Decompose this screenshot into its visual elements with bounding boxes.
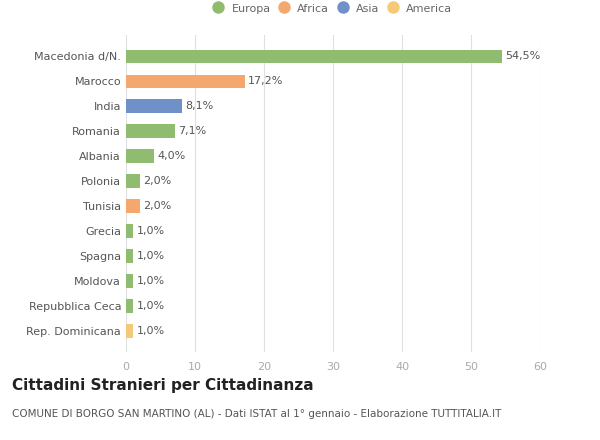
Bar: [126, 274, 133, 288]
Bar: [126, 50, 502, 63]
Text: 7,1%: 7,1%: [178, 126, 206, 136]
Legend: Europa, Africa, Asia, America: Europa, Africa, Asia, America: [214, 3, 452, 14]
Text: 17,2%: 17,2%: [248, 77, 284, 86]
Text: 1,0%: 1,0%: [136, 326, 164, 336]
Text: Cittadini Stranieri per Cittadinanza: Cittadini Stranieri per Cittadinanza: [12, 378, 314, 393]
Bar: [126, 99, 182, 113]
Bar: [126, 324, 133, 337]
Text: 2,0%: 2,0%: [143, 201, 172, 211]
Text: 4,0%: 4,0%: [157, 151, 185, 161]
Text: 1,0%: 1,0%: [136, 251, 164, 261]
Text: 54,5%: 54,5%: [505, 51, 541, 62]
Bar: [126, 174, 140, 188]
Bar: [126, 199, 140, 213]
Text: 1,0%: 1,0%: [136, 226, 164, 236]
Bar: [126, 125, 175, 138]
Text: 2,0%: 2,0%: [143, 176, 172, 186]
Bar: [126, 224, 133, 238]
Text: 8,1%: 8,1%: [185, 101, 214, 111]
Text: 1,0%: 1,0%: [136, 276, 164, 286]
Text: 1,0%: 1,0%: [136, 301, 164, 311]
Bar: [126, 149, 154, 163]
Bar: [126, 249, 133, 263]
Bar: [126, 74, 245, 88]
Text: COMUNE DI BORGO SAN MARTINO (AL) - Dati ISTAT al 1° gennaio - Elaborazione TUTTI: COMUNE DI BORGO SAN MARTINO (AL) - Dati …: [12, 409, 502, 419]
Bar: [126, 299, 133, 313]
